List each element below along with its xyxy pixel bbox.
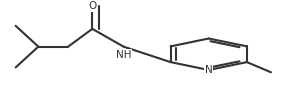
Text: NH: NH	[116, 50, 131, 60]
Text: N: N	[205, 65, 213, 75]
Text: O: O	[88, 1, 97, 11]
